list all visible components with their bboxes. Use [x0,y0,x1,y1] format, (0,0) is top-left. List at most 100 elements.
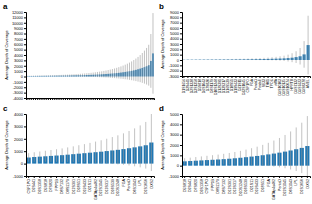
error-bar [50,150,51,162]
tick [150,98,151,100]
bar [234,59,237,61]
tick-mark [28,176,29,178]
tick-label: D8S1179 [216,179,220,194]
error-bar [28,153,29,162]
error-bar [48,75,49,76]
tick-label: D2S441 [188,179,192,192]
tick-mark [184,176,185,178]
error-bar [150,34,151,88]
tick: 5000 [170,112,182,117]
tick: D19S433 [83,176,87,194]
error-bar [29,75,30,77]
error-bar [218,155,219,165]
tick-mark [24,114,26,115]
tick-mark [78,98,79,100]
tick-label: D8S1179 [66,179,70,194]
tick-mark [120,98,121,100]
error-bar [227,59,228,61]
error-bar [144,51,145,84]
bar [194,59,197,60]
tick-mark [112,176,113,178]
tick-mark [97,98,98,100]
tick-mark [252,76,253,78]
error-bar [138,57,139,82]
error-bar [88,73,89,77]
error-bar [262,145,263,166]
tick-mark [24,66,26,67]
tick [69,98,70,100]
tick-mark [24,77,26,78]
bar [255,59,258,61]
tick-label: D1S1656 [300,179,304,194]
tick-label: 1000 [170,52,180,57]
tick-mark [65,98,66,100]
error-bar [135,59,136,81]
tick-mark [24,55,26,56]
tick-mark [78,176,79,178]
tick-mark [62,176,63,178]
error-bar [65,75,66,77]
tick: D5S818 [183,176,187,192]
tick-mark [180,166,182,167]
tick-mark [180,55,182,56]
error-bar [45,151,46,162]
bar [247,59,250,61]
tick-label: 2000 [14,64,24,69]
tick-mark [108,98,109,100]
panel: -3000-2000-10000100020003000400050006000… [159,2,311,95]
tick: D2S441 [188,176,192,192]
error-bar [248,59,249,60]
tick-mark [151,176,152,178]
tick: 0 [21,74,26,79]
bar [56,75,58,77]
error-bar [103,71,104,77]
tick [152,98,153,100]
tick-mark [24,139,26,140]
tick-mark [99,98,100,100]
tick-label: D19S433 [255,179,259,194]
error-bar [304,41,305,68]
tick-mark [134,176,135,178]
tick: D8S1179 [66,176,70,194]
tick: 3000 [170,132,182,137]
tick-mark [24,98,26,99]
tick-mark [95,176,96,178]
plot-area [183,116,310,176]
tick-mark [125,98,126,100]
tick-mark [73,98,74,100]
tick-mark [290,176,291,178]
tick-mark [257,176,258,178]
tick-label: 9000 [170,10,180,15]
tick-mark [212,176,213,178]
tick: LPL [294,176,298,185]
tick-mark [240,176,241,178]
tick: 2000 [14,137,26,142]
tick-mark [71,98,72,100]
tick [131,98,132,100]
error-bar [211,59,212,61]
tick [103,98,104,100]
tick-mark [44,98,45,100]
error-bar [148,45,149,86]
error-bar [184,158,185,164]
tick: -3000 [13,90,26,95]
tick: 4000 [170,122,182,127]
figure: -4000-3000-2000-100001000200030004000500… [0,0,312,204]
error-bar [50,75,51,76]
tick-label: 0 [21,74,24,79]
tick [97,98,98,100]
tick-mark [292,76,293,78]
tick-label: FPP1B [211,178,215,190]
tick-label: -2000 [169,68,180,73]
bar [50,75,52,77]
bar [190,59,193,60]
tick-label: 3000 [14,58,24,63]
error-bar [280,56,281,60]
tick [73,98,74,100]
tick-label: PentaD [278,179,282,191]
error-bar [223,59,224,61]
tick: D18S51 [77,176,81,192]
axis-line [180,13,183,77]
tick-mark [56,98,57,100]
error-bar [264,58,265,60]
